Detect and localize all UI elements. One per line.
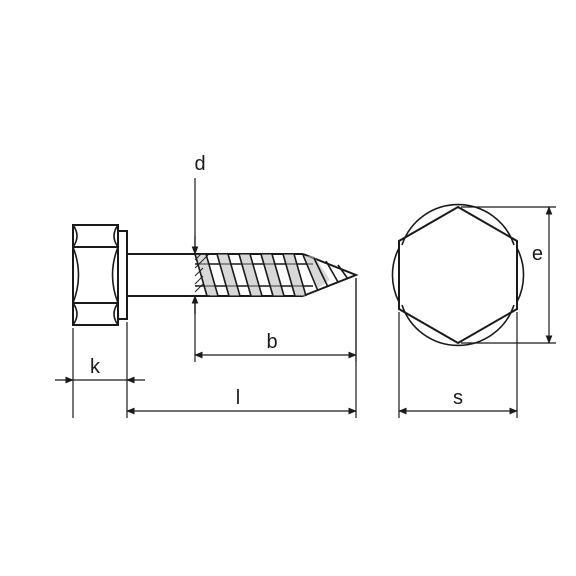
shank [127,254,195,296]
label-s: s [453,387,463,409]
label-k: k [90,356,101,378]
dim-d [160,178,210,314]
thread [195,254,356,296]
label-d: d [194,153,205,175]
dimensions [55,178,556,418]
side-view [73,225,356,325]
hex-head-side [73,225,127,325]
dim-k [55,322,145,418]
label-b: b [266,331,277,353]
dim-e [461,207,556,343]
screw-technical-drawing: k l b d s e [0,0,576,576]
dim-l [127,278,356,418]
end-view-hexagon [392,205,523,346]
label-l: l [236,387,240,409]
label-e: e [532,243,543,265]
